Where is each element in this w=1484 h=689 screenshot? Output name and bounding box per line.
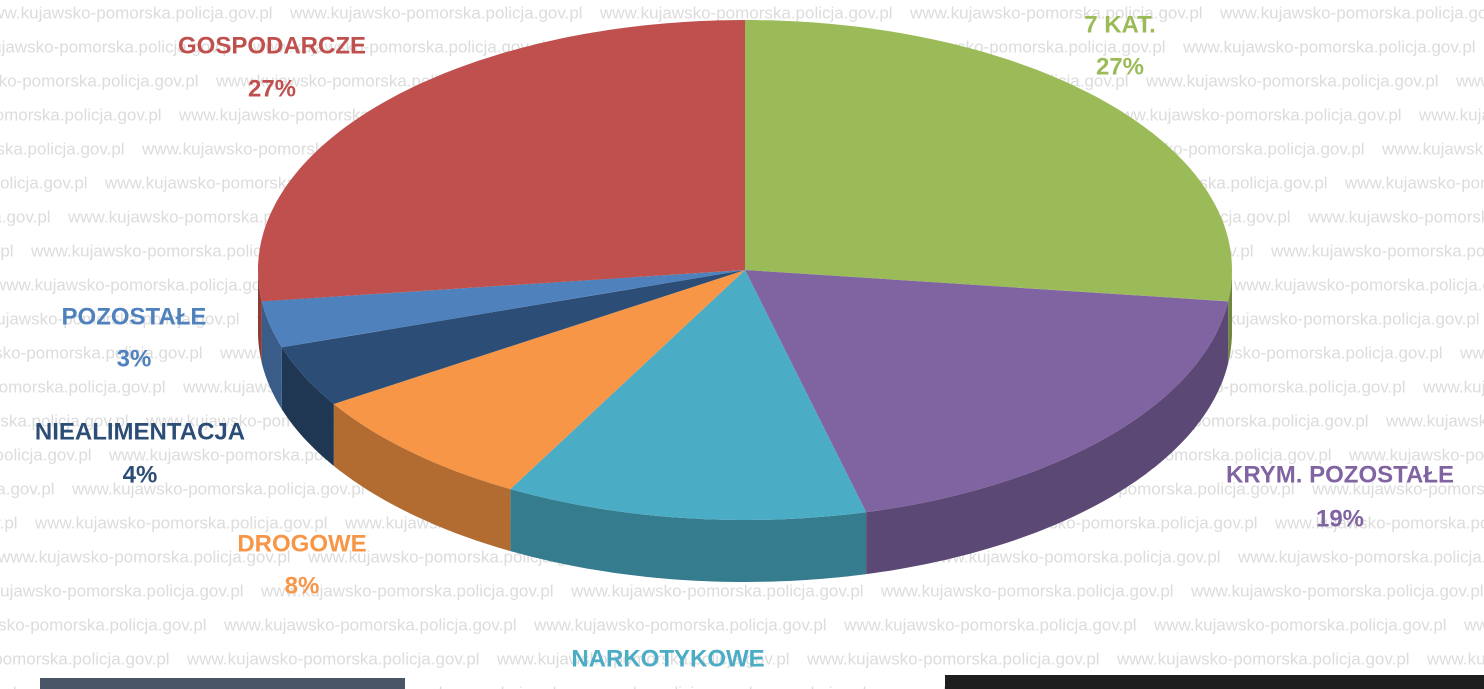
watermark-text: www.kujawsko-pomorska.policja.gov.pl <box>769 683 1063 689</box>
watermark-text: www.kujawsko-pomorska.policja.gov.pl <box>0 377 166 396</box>
watermark-text: www.kujawsko-pomorska.policja.gov.pl <box>1116 649 1410 668</box>
watermark-text: www.kujawsko-pomorska.policja.gov.pl <box>0 615 207 634</box>
watermark-text: www.kujawsko-pomorska.policja.gov.pl <box>252 37 546 56</box>
value-label: 27% <box>1096 53 1144 80</box>
watermark-text: www.kujawsko-pomorska.policja.gov.pl <box>1182 37 1476 56</box>
watermark-text: www.kujawsko-pomorska.policja.gov.pl <box>459 683 753 689</box>
watermark-text: www.kujawsko-pomorska.policja.gov.pl <box>1418 105 1484 124</box>
slice-side <box>1228 270 1232 364</box>
watermark-text: www.kujawsko-pomorska.policja.gov.pl <box>0 105 162 124</box>
watermark-text: www.kujawsko-pomorska.policja.gov.pl <box>1455 71 1484 90</box>
slice-side <box>258 270 262 364</box>
category-label: DROGOWE <box>237 530 366 557</box>
watermark-text: www.kujawsko-pomorska.policja.gov.pl <box>0 445 92 464</box>
slice <box>261 270 745 348</box>
watermark-text: www.kujawsko-pomorska.policja.gov.pl <box>1145 71 1439 90</box>
watermark-text: www.kujawsko-pomorska.policja.gov.pl <box>1153 615 1447 634</box>
watermark-text: www.kujawsko-pomorska.policja.gov.pl <box>0 3 273 22</box>
category-label: KRYM. POZOSTAŁE <box>1226 461 1454 488</box>
watermark-text: www.kujawsko-pomorska.policja.gov.pl <box>1186 309 1480 328</box>
slice-side <box>281 347 334 466</box>
watermark-text: www.kujawsko-pomorska.policja.gov.pl <box>927 547 1221 566</box>
watermark-text: www.kujawsko-pomorska.policja.gov.pl <box>1190 581 1484 600</box>
watermark-text: www.kujawsko-pomorska.policja.gov.pl <box>0 649 170 668</box>
watermark-text: www.kujawsko-pomorska.policja.gov.pl <box>0 479 55 498</box>
watermark-text: www.kujawsko-pomorska.policja.gov.pl <box>0 139 125 158</box>
watermark-text: www.kujawsko-pomorska.policja.gov.pl <box>0 173 88 192</box>
watermark-text: www.kujawsko-pomorska.policja.gov.pl <box>909 3 1203 22</box>
slice <box>745 270 1229 513</box>
slice <box>510 270 867 520</box>
watermark-text: www.kujawsko-pomorska.policja.gov.pl <box>260 581 554 600</box>
watermark-text: www.kujawsko-pomorska.policja.gov.pl <box>34 513 328 532</box>
watermark-text: www.kujawsko-pomorska.policja.gov.pl <box>0 207 51 226</box>
slice-side <box>866 301 1229 575</box>
slice <box>333 270 745 490</box>
watermark-text: www.kujawsko-pomorska.policja.gov.pl <box>289 3 583 22</box>
watermark-text: www.kujawsko-pomorska.policja.gov.pl <box>1463 615 1484 634</box>
slice-side <box>510 489 867 582</box>
watermark-text: www.kujawsko-pomorska.policja.gov.pl <box>0 275 287 294</box>
watermark-text: www.kujawsko-pomorska.policja.gov.pl <box>0 547 291 566</box>
pie <box>258 20 1232 582</box>
category-label: POZOSTAŁE <box>62 303 207 330</box>
watermark-text: www.kujawsko-pomorska.policja.gov.pl <box>1237 547 1484 566</box>
watermark-text: www.kujawsko-pomorska.policja.gov.pl <box>0 309 240 328</box>
watermark-text: www.kujawsko-pomorska.policja.gov.pl <box>570 581 864 600</box>
value-label: 27% <box>248 75 296 102</box>
value-label: 8% <box>285 572 320 599</box>
category-label: NIEALIMENTACJA <box>35 418 245 445</box>
watermark-text: www.kujawsko-pomorska.policja.gov.pl <box>533 615 827 634</box>
watermark-text: www.kujawsko-pomorska.policja.gov.pl <box>0 581 244 600</box>
watermark-text: www.kujawsko-pomorska.policja.gov.pl <box>0 37 236 56</box>
watermark-text: www.kujawsko-pomorska.policja.gov.pl <box>223 615 517 634</box>
watermark-text: www.kujawsko-pomorska.policja.gov.pl <box>1311 479 1484 498</box>
watermark-text: www.kujawsko-pomorska.policja.gov.pl <box>599 3 893 22</box>
slice-side <box>261 301 282 410</box>
watermark-text: www.kujawsko-pomorska.policja.gov.pl <box>71 479 365 498</box>
category-label: 7 KAT. <box>1084 11 1156 38</box>
watermark-text: www.kujawsko-pomorska.policja.gov.pl <box>1270 241 1484 260</box>
watermark-text: www.kujawsko-pomorska.policja.gov.pl <box>0 513 18 532</box>
photo <box>945 675 1484 689</box>
watermark-text: www.kujawsko-pomorska.policja.gov.pl <box>880 581 1174 600</box>
labels: 7 KAT.27%KRYM. POZOSTAŁE19%NARKOTYKOWE12… <box>35 11 1454 672</box>
watermark-text: www.kujawsko-pomorska.policja.gov.pl <box>0 411 129 430</box>
watermark-text: www.kujawsko-pomorska.policja.gov.pl <box>1344 173 1484 192</box>
watermark-text: www.kujawsko-pomorska.policja.gov.pl <box>30 241 324 260</box>
slice <box>745 20 1232 302</box>
slice-side <box>333 404 511 552</box>
value-label: 19% <box>1316 505 1364 532</box>
watermark-text: www.kujawsko-pomorska.policja.gov.pl <box>1459 343 1484 362</box>
watermark-text: www.kujawsko-pomorska.policja.gov.pl <box>843 615 1137 634</box>
watermark-text: www.kujawsko-pomorska.policja.gov.pl <box>1108 105 1402 124</box>
watermark-text: www.kujawsko-pomorska.policja.gov.pl <box>806 649 1100 668</box>
watermark-text: www.kujawsko-pomorska.policja.gov.pl <box>1307 207 1484 226</box>
category-label: GOSPODARCZE <box>178 32 366 59</box>
slice <box>281 270 745 404</box>
watermark-text: www.kujawsko-pomorska.policja.gov.pl <box>1422 377 1484 396</box>
value-label: 4% <box>123 461 158 488</box>
watermark-text: www.kujawsko-pomorska.policja.gov.pl <box>0 241 14 260</box>
watermark-text: www.kujawsko-pomorska.policja.gov.pl <box>1274 513 1484 532</box>
watermark-text: www.kujawsko-pomorska.policja.gov.pl <box>1385 411 1484 430</box>
watermark-text: www.kujawsko-pomorska.policja.gov.pl <box>1233 275 1484 294</box>
watermark-text: www.kujawsko-pomorska.policja.gov.pl <box>0 71 199 90</box>
watermark-text: www.kujawsko-pomorska.policja.gov.pl <box>1426 649 1484 668</box>
slice <box>258 20 745 302</box>
watermark-text: www.kujawsko-pomorska.policja.gov.pl <box>186 649 480 668</box>
photo <box>40 678 405 689</box>
category-label: NARKOTYKOWE <box>571 645 764 672</box>
watermark-text: www.kujawsko-pomorska.policja.gov.pl <box>1381 139 1484 158</box>
watermark-text: www.kujawsko-pomorska.policja.gov.pl <box>1348 445 1484 464</box>
watermark-text: www.kujawsko-pomorska.policja.gov.pl <box>0 343 203 362</box>
watermark-text: www.kujawsko-pomorska.policja.gov.pl <box>1219 3 1484 22</box>
value-label: 3% <box>117 345 152 372</box>
watermark-text: www.kujawsko-pomorska.policja.gov.pl <box>496 649 790 668</box>
